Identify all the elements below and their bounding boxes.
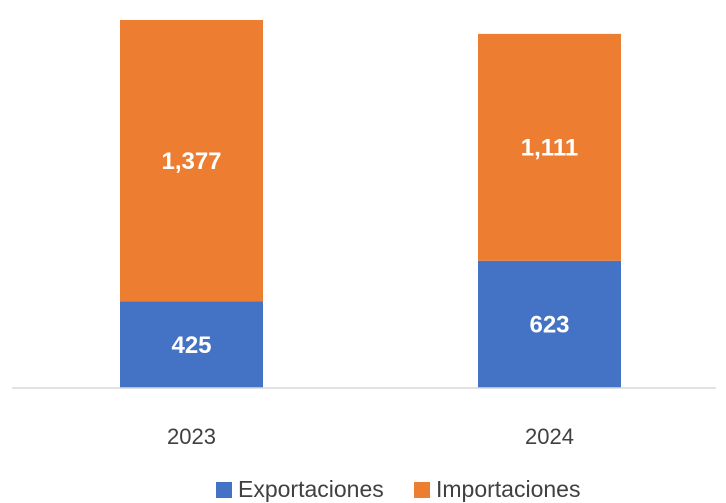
data-label: 1,377 (161, 148, 221, 175)
bar-segment (478, 260, 621, 388)
legend-label: Importaciones (436, 476, 580, 502)
data-label: 1,111 (521, 135, 578, 162)
legend-swatch (216, 482, 232, 498)
bar-segment (120, 301, 263, 388)
legend-swatch (414, 482, 430, 498)
bar-segment (478, 33, 621, 261)
x-tick-label: 2024 (525, 424, 574, 449)
data-label: 425 (171, 332, 211, 359)
bar-segment (120, 20, 263, 302)
legend-label: Exportaciones (238, 476, 384, 502)
x-tick-label: 2023 (167, 424, 216, 449)
data-label: 623 (529, 312, 569, 339)
